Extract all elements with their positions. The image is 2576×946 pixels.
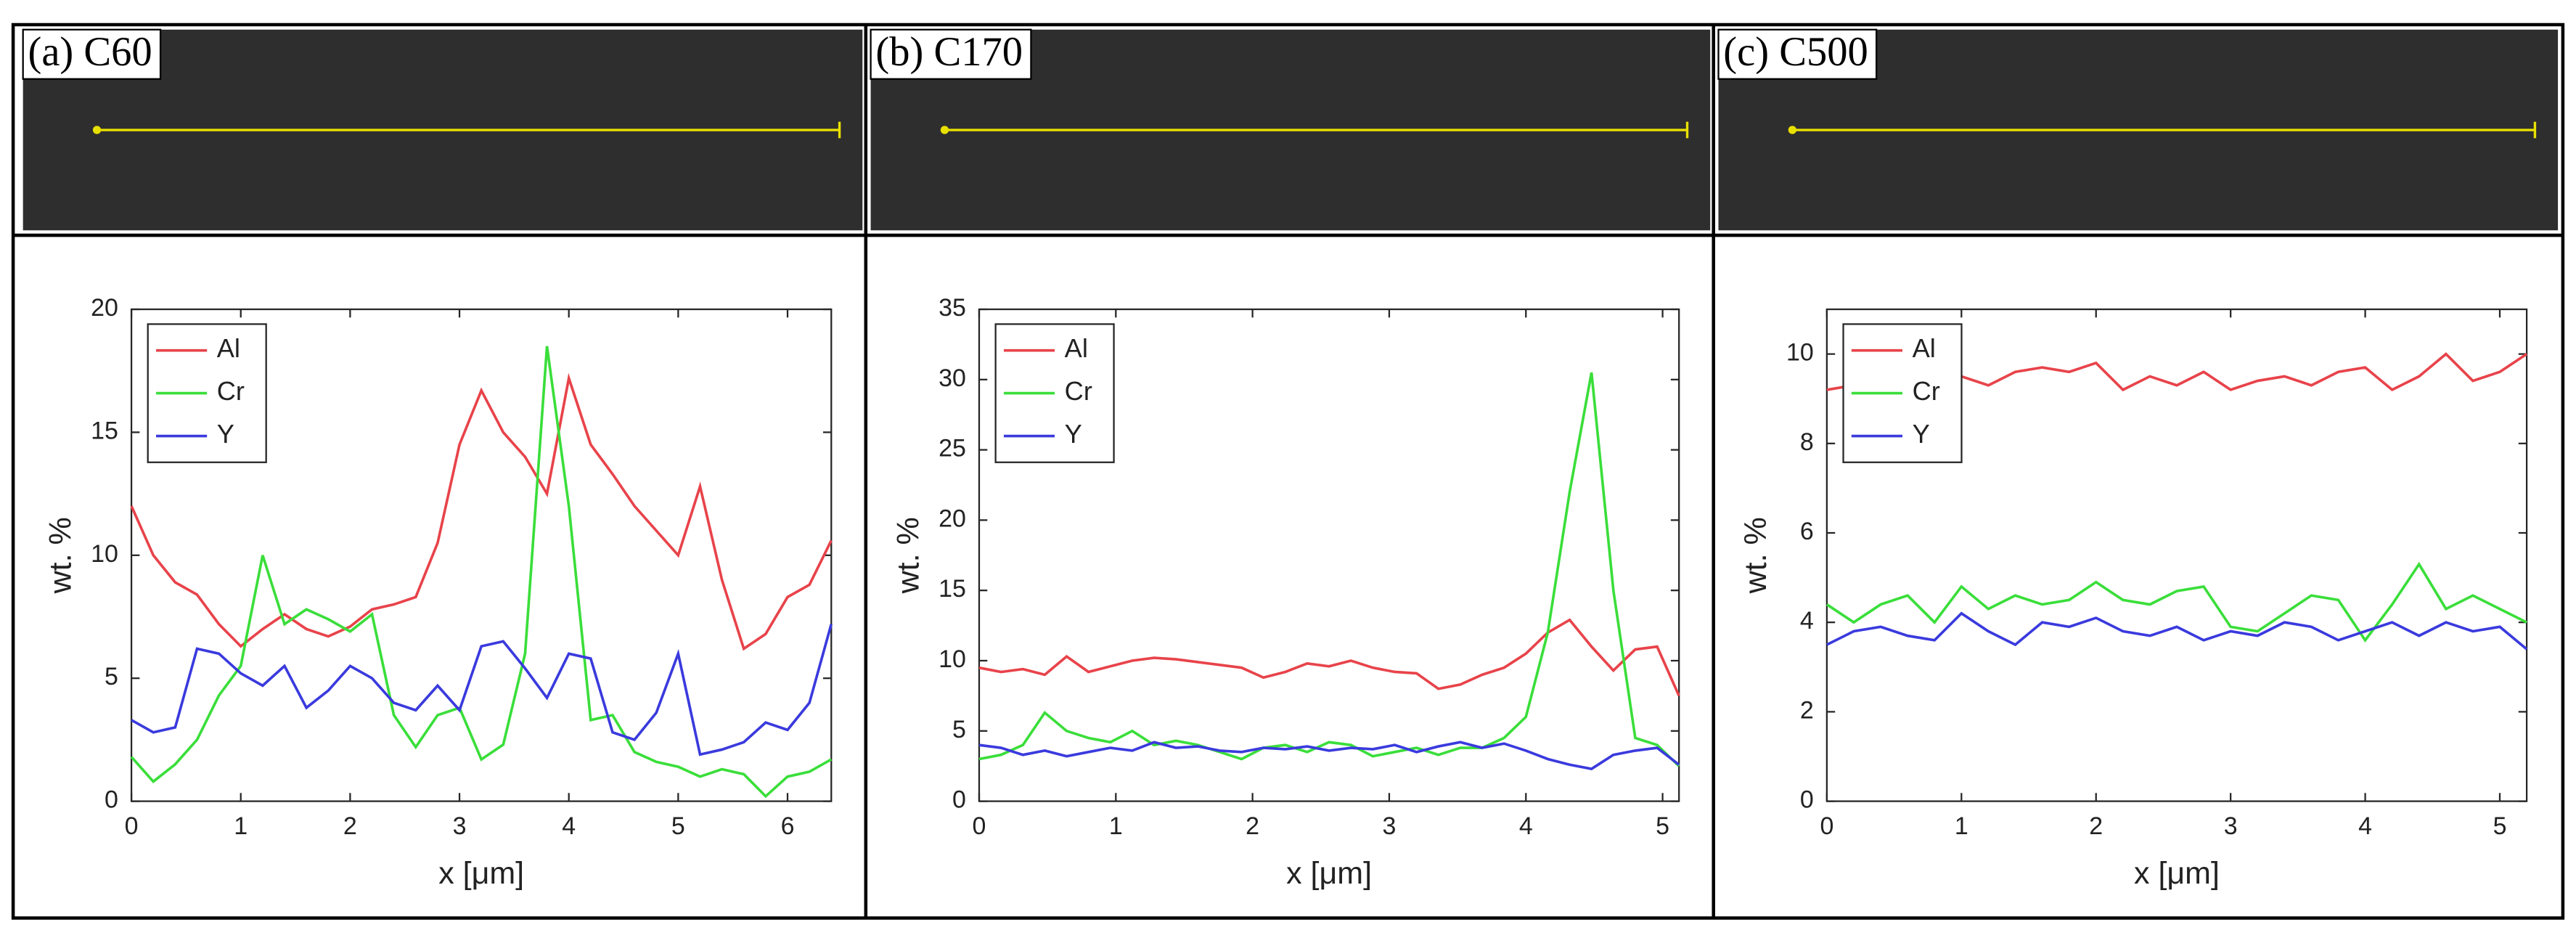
x-tick-label: 2	[2089, 812, 2103, 840]
y-tick-label: 10	[939, 645, 966, 673]
data-line	[1825, 561, 2527, 643]
panel-label: (c) C500	[1723, 30, 1868, 75]
y-tick-label: 5	[105, 663, 118, 690]
legend-label: Y	[217, 419, 234, 449]
x-tick-label: 0	[973, 812, 986, 840]
y-tick-label: 10	[91, 540, 118, 568]
x-tick-label: 3	[1382, 812, 1396, 840]
data-line	[131, 624, 833, 757]
y-axis-label: wt. %	[1738, 517, 1773, 594]
y-tick-label: 0	[105, 786, 118, 814]
data-line	[130, 346, 833, 799]
y-tick-label: 15	[939, 575, 966, 603]
legend-label: Al	[217, 333, 240, 363]
y-tick-label: 20	[91, 294, 118, 322]
y-tick-label: 4	[1800, 607, 1814, 635]
y-axis-label: wt. %	[891, 517, 925, 594]
panel-label: (a) C60	[28, 30, 152, 75]
y-tick-label: 15	[91, 417, 118, 444]
legend-label: Y	[1913, 419, 1930, 449]
data-line	[978, 741, 1680, 770]
scan-start	[940, 126, 949, 134]
y-tick-label: 0	[952, 786, 966, 814]
x-axis-label: x [μm]	[1286, 856, 1372, 891]
y-tick-label: 6	[1800, 518, 1814, 545]
legend-label: Cr	[1065, 376, 1092, 406]
legend-label: Al	[1065, 333, 1088, 363]
x-tick-label: 1	[234, 812, 248, 840]
x-tick-label: 5	[671, 812, 685, 840]
y-tick-label: 30	[939, 364, 966, 392]
y-tick-label: 20	[939, 505, 966, 532]
y-tick-label: 0	[1800, 786, 1814, 814]
y-tick-label: 5	[952, 716, 966, 743]
panel-label-box	[1717, 28, 1878, 80]
x-tick-label: 4	[2358, 812, 2372, 840]
legend-label: Al	[1913, 333, 1936, 363]
legend-label: Cr	[217, 376, 245, 406]
data-line	[130, 372, 833, 651]
scan-start	[92, 126, 102, 134]
panel-label-box	[870, 28, 1032, 80]
scan-start	[1788, 126, 1797, 134]
panel-label: (b) C170	[875, 30, 1023, 75]
x-tick-label: 0	[125, 812, 139, 840]
x-tick-label: 5	[1656, 812, 1669, 840]
x-axis-label: x [μm]	[438, 856, 524, 891]
y-tick-label: 8	[1800, 428, 1814, 456]
x-tick-label: 4	[562, 812, 576, 840]
legend-label: Cr	[1913, 376, 1940, 406]
x-tick-label: 1	[1955, 812, 1968, 840]
panel-label-box	[22, 28, 162, 80]
y-tick-label: 35	[939, 294, 966, 322]
x-tick-label: 2	[343, 812, 357, 840]
x-tick-label: 3	[453, 812, 467, 840]
data-line	[978, 618, 1680, 697]
x-tick-label: 5	[2493, 812, 2507, 840]
x-tick-label: 0	[1820, 812, 1833, 840]
x-tick-label: 1	[1109, 812, 1123, 840]
x-tick-label: 6	[781, 812, 795, 840]
x-tick-label: 2	[1246, 812, 1259, 840]
x-tick-label: 3	[2224, 812, 2238, 840]
y-tick-label: 10	[1786, 339, 1814, 367]
legend-label: Y	[1065, 419, 1082, 449]
x-tick-label: 4	[1519, 812, 1533, 840]
data-line	[1826, 611, 2528, 651]
x-axis-label: x [μm]	[2134, 856, 2220, 891]
data-line	[978, 372, 1680, 767]
y-tick-label: 25	[939, 435, 966, 462]
y-axis-label: wt. %	[43, 517, 78, 594]
y-tick-label: 2	[1800, 696, 1814, 724]
